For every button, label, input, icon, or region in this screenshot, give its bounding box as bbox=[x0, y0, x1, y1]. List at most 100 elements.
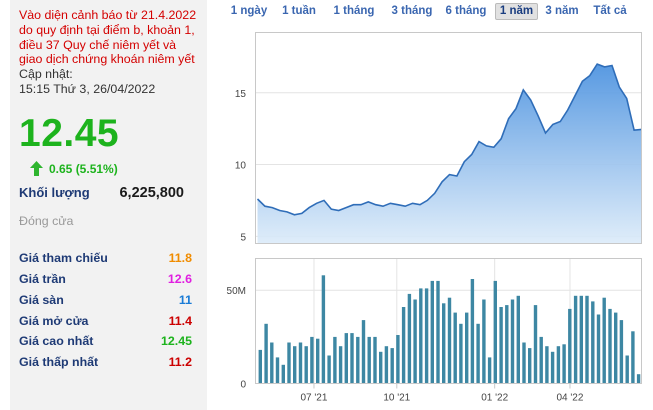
current-price: 12.45 bbox=[19, 111, 120, 155]
volume-bar bbox=[270, 342, 274, 384]
volume-bar bbox=[550, 351, 555, 384]
stat-value: 11.8 bbox=[168, 251, 192, 266]
volume-bar bbox=[390, 348, 394, 384]
volume-bar bbox=[327, 355, 331, 384]
volume-bar bbox=[528, 348, 532, 384]
volume-bar bbox=[510, 299, 515, 384]
volume-bar bbox=[459, 323, 463, 384]
price-stats: Giá tham chiếu 11.8 Giá trần 12.6 Giá sà… bbox=[19, 248, 198, 373]
volume-bar bbox=[499, 307, 503, 384]
volume-bar bbox=[287, 342, 291, 384]
volume-bar bbox=[264, 323, 268, 384]
stat-row-high: Giá cao nhất 12.45 bbox=[19, 331, 198, 352]
volume-bar bbox=[401, 307, 406, 384]
volume-bar bbox=[356, 336, 360, 384]
volume-bar bbox=[556, 346, 561, 384]
volume-bar bbox=[350, 333, 354, 384]
volume-chart-frame bbox=[255, 258, 642, 384]
stat-value: 11.2 bbox=[168, 355, 192, 370]
volume-bar bbox=[631, 331, 635, 384]
volume-bar bbox=[333, 336, 337, 384]
volume-bar bbox=[614, 312, 618, 384]
volume-bar bbox=[447, 297, 452, 384]
stat-row-ceiling: Giá trần 12.6 bbox=[19, 269, 198, 290]
y-tick-label: 10 bbox=[235, 161, 247, 172]
tab-1-week[interactable]: 1 tuần bbox=[282, 5, 316, 17]
stat-row-low: Giá thấp nhất 11.2 bbox=[19, 352, 198, 373]
volume-bar bbox=[281, 364, 285, 384]
stock-chart: 5 10 15 0 50M 07 '21 10 '21 01 '22 04 '22 bbox=[227, 32, 642, 404]
volume-bar bbox=[258, 349, 262, 384]
stat-row-floor: Giá sàn 11 bbox=[19, 289, 198, 310]
stat-value: 11.4 bbox=[168, 313, 192, 328]
volume-bar bbox=[505, 305, 509, 384]
x-tick-label: 07 '21 bbox=[301, 393, 328, 404]
tab-1-month[interactable]: 1 tháng bbox=[333, 5, 375, 17]
stat-label: Giá tham chiếu bbox=[19, 251, 108, 266]
updated-label: Cập nhật: bbox=[19, 67, 73, 82]
chart-area: 5 10 15 0 50M 07 '21 10 '21 01 '22 04 '22 bbox=[210, 22, 653, 410]
volume-label: Khối lượng bbox=[19, 184, 90, 200]
volume-value: 6,225,800 bbox=[119, 184, 184, 201]
volume-bar bbox=[487, 357, 492, 384]
volume-bar bbox=[619, 320, 624, 384]
volume-bar bbox=[384, 346, 389, 384]
updated-value: 15:15 Thứ 3, 26/04/2022 bbox=[19, 81, 156, 96]
volume-bar bbox=[453, 312, 457, 384]
volume-bar bbox=[316, 338, 320, 384]
volume-bar bbox=[373, 336, 377, 384]
tab-3-months[interactable]: 3 tháng bbox=[391, 5, 433, 17]
volume-bars bbox=[258, 275, 641, 384]
volume-bar bbox=[310, 336, 314, 384]
y-tick-label: 50M bbox=[227, 286, 246, 297]
volume-bar bbox=[275, 357, 280, 384]
stat-label: Giá sàn bbox=[19, 292, 64, 307]
period-tabs: 1 ngày 1 tuần 1 tháng 3 tháng 6 tháng 1 … bbox=[225, 0, 645, 22]
tab-1-day[interactable]: 1 ngày bbox=[230, 5, 268, 17]
volume-bar bbox=[573, 295, 578, 384]
stat-label: Giá cao nhất bbox=[19, 334, 94, 349]
y-tick-label: 15 bbox=[235, 89, 247, 100]
y-tick-label: 5 bbox=[240, 232, 246, 243]
volume-bar bbox=[442, 303, 446, 384]
volume-bar bbox=[533, 305, 538, 384]
volume-bar bbox=[585, 295, 589, 384]
volume-bar bbox=[493, 280, 497, 384]
volume-bar bbox=[596, 314, 601, 384]
market-status: Đóng cửa bbox=[19, 213, 74, 228]
volume-bar bbox=[304, 346, 308, 384]
tab-3-years[interactable]: 3 năm bbox=[545, 5, 579, 17]
volume-bar bbox=[602, 297, 606, 384]
volume-bar bbox=[482, 299, 486, 384]
volume-bar bbox=[562, 344, 566, 384]
volume-row: Khối lượng 6,225,800 bbox=[19, 185, 198, 205]
stat-label: Giá thấp nhất bbox=[19, 355, 99, 370]
volume-bar bbox=[539, 336, 543, 384]
volume-bar bbox=[636, 374, 641, 384]
volume-bar bbox=[608, 308, 612, 384]
stat-row-open: Giá mở cửa 11.4 bbox=[19, 310, 198, 331]
volume-bar bbox=[396, 335, 400, 384]
tab-all[interactable]: Tất cả bbox=[593, 5, 627, 17]
volume-bar bbox=[407, 293, 412, 384]
volume-bar bbox=[293, 346, 297, 384]
volume-bar bbox=[436, 280, 440, 384]
x-tick-label: 04 '22 bbox=[557, 393, 584, 404]
volume-bar bbox=[344, 333, 348, 384]
volume-bar bbox=[298, 342, 303, 384]
volume-bar bbox=[321, 275, 326, 384]
stat-value: 11 bbox=[178, 292, 192, 307]
stat-row-reference: Giá tham chiếu 11.8 bbox=[19, 248, 198, 269]
stat-label: Giá trần bbox=[19, 271, 66, 286]
volume-bar bbox=[476, 323, 480, 384]
stat-label: Giá mở cửa bbox=[19, 313, 89, 328]
price-row: 12.45 bbox=[19, 111, 198, 155]
tab-1-year[interactable]: 1 năm bbox=[495, 3, 538, 20]
price-change: 0.65 (5.51%) bbox=[30, 160, 198, 178]
warning-text: Vào diện cảnh báo từ 21.4.2022 do quy đị… bbox=[19, 8, 197, 67]
volume-bar bbox=[591, 301, 595, 384]
volume-bar bbox=[424, 288, 429, 384]
volume-bar bbox=[470, 279, 475, 384]
tab-6-months[interactable]: 6 tháng bbox=[445, 5, 487, 17]
price-area bbox=[257, 64, 642, 244]
